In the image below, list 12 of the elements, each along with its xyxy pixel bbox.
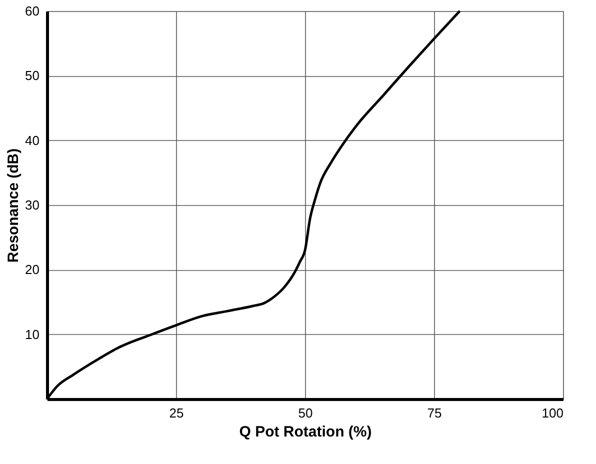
x-tick-label: 75 (427, 406, 442, 420)
y-tick-label: 10 (25, 326, 40, 342)
y-tick-label: 40 (25, 132, 40, 148)
x-tick-label: 25 (169, 406, 184, 420)
x-axis-title: Q Pot Rotation (%) (239, 424, 372, 440)
x-tick-label: 50 (298, 406, 313, 420)
y-tick-label: 20 (25, 262, 40, 278)
y-axis-title: Resonance (dB) (5, 148, 22, 263)
y-tick-label: 50 (25, 68, 40, 84)
x-tick-label: 100 (542, 406, 564, 420)
y-tick-label: 30 (25, 198, 40, 212)
y-tick-label: 60 (25, 4, 40, 18)
